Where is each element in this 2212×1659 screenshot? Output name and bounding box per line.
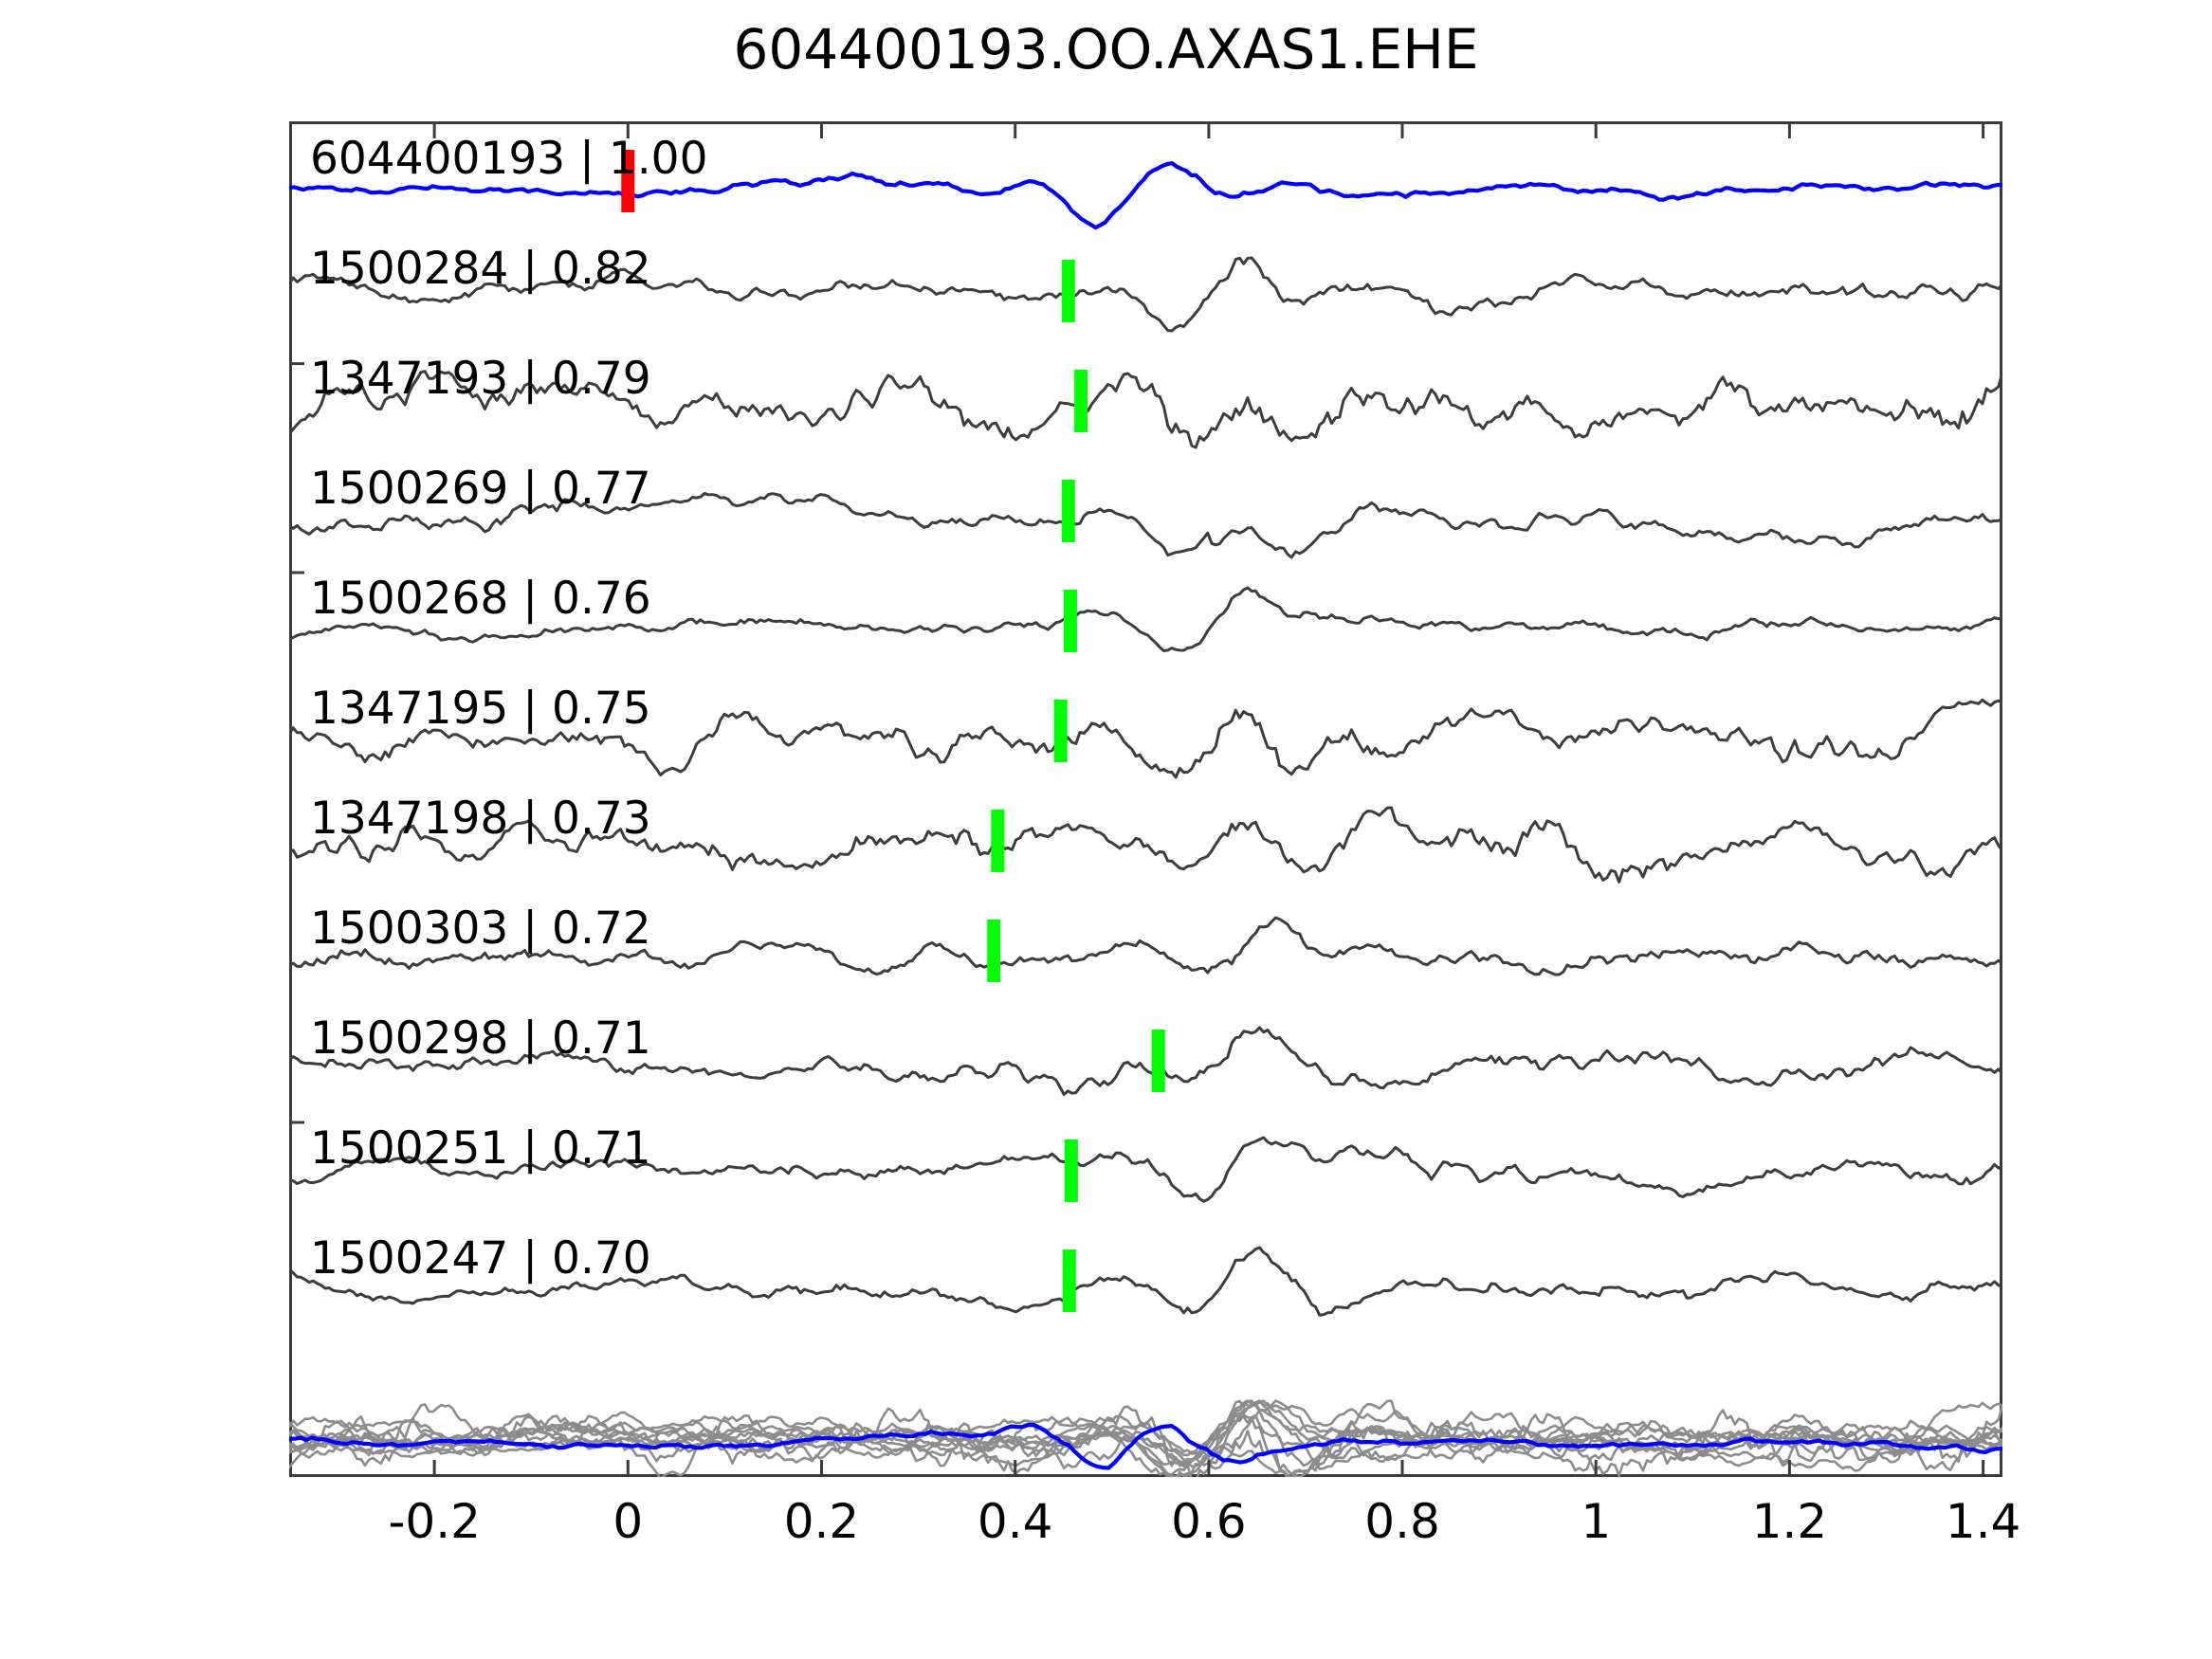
waveform-trace xyxy=(289,806,2002,884)
waveform-canvas xyxy=(289,121,2002,1477)
x-tick-label: 1.2 xyxy=(1751,1494,1828,1549)
x-tick-label: 0 xyxy=(612,1494,644,1549)
match-pick-marker xyxy=(1074,370,1088,432)
trace-label-1347193: 1347193 | 0.79 xyxy=(310,353,651,405)
waveform-trace xyxy=(289,491,2002,559)
trace-label-604400193: 604400193 | 1.00 xyxy=(310,133,708,185)
waveform-trace xyxy=(289,586,2002,652)
waveform-trace xyxy=(289,256,2002,333)
trace-label-1500303: 1500303 | 0.72 xyxy=(310,902,651,955)
page-title: 604400193.OO.AXAS1.EHE xyxy=(733,17,1479,82)
match-pick-marker xyxy=(1062,1249,1076,1312)
trace-label-1500298: 1500298 | 0.71 xyxy=(310,1012,651,1065)
plot-axes: 604400193 | 1.00 1500284 | 0.82 1347193 | … xyxy=(289,121,2002,1477)
waveform-trace xyxy=(289,1136,2002,1203)
x-axis-tick-labels: -0.2 0 0.2 0.4 0.6 0.8 1 1.2 1.4 xyxy=(289,1494,2020,1560)
trace-label-1500268: 1500268 | 0.76 xyxy=(310,573,651,625)
match-pick-marker xyxy=(1063,590,1077,652)
waveform-trace xyxy=(289,1026,2002,1096)
waveform-trace xyxy=(289,1399,2002,1467)
axes-frame xyxy=(289,121,2002,1477)
trace-label-1500284: 1500284 | 0.82 xyxy=(310,243,651,295)
x-tick-label: 1.4 xyxy=(1945,1494,2021,1549)
x-tick-label: 1 xyxy=(1581,1494,1612,1549)
x-tick-label: 0.8 xyxy=(1364,1494,1440,1549)
waveform-trace xyxy=(289,370,2002,449)
match-pick-marker xyxy=(1061,260,1075,322)
match-pick-marker xyxy=(1053,700,1068,762)
trace-label-1347198: 1347198 | 0.73 xyxy=(310,793,651,845)
match-pick-marker xyxy=(1064,1139,1078,1202)
match-pick-marker xyxy=(1061,480,1075,542)
trace-label-1347195: 1347195 | 0.75 xyxy=(310,683,651,735)
trace-label-1500251: 1500251 | 0.71 xyxy=(310,1122,651,1175)
waveform-trace xyxy=(289,916,2002,976)
waveform-trace xyxy=(289,1399,2002,1460)
waveform-trace xyxy=(289,1246,2002,1317)
x-tick-label: 0.4 xyxy=(977,1494,1053,1549)
trace-label-1500247: 1500247 | 0.70 xyxy=(310,1232,651,1285)
waveform-trace xyxy=(289,1414,2002,1477)
trace-label-1500269: 1500269 | 0.77 xyxy=(310,463,651,515)
match-pick-marker xyxy=(1151,1030,1165,1092)
template-pick-marker xyxy=(621,150,635,212)
x-tick-label: -0.2 xyxy=(388,1494,481,1549)
match-pick-marker xyxy=(987,920,1001,982)
x-tick-label: 0.6 xyxy=(1171,1494,1247,1549)
waveform-trace xyxy=(289,698,2002,779)
waveform-trace xyxy=(289,1399,2002,1469)
x-tick-label: 0.2 xyxy=(783,1494,860,1549)
waveform-trace xyxy=(289,161,2002,230)
match-pick-marker xyxy=(991,810,1005,872)
waveform-trace xyxy=(289,1399,2002,1470)
waveform-trace xyxy=(289,1422,2002,1470)
